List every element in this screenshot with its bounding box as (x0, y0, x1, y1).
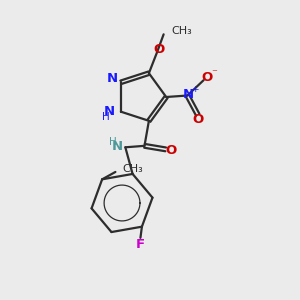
Text: H: H (109, 137, 117, 147)
Text: CH₃: CH₃ (122, 164, 142, 174)
Text: O: O (165, 144, 177, 157)
Text: O: O (153, 43, 164, 56)
Text: CH₃: CH₃ (171, 26, 192, 36)
Text: ⁻: ⁻ (211, 69, 217, 79)
Text: O: O (202, 71, 213, 84)
Text: O: O (192, 113, 203, 127)
Text: N: N (112, 140, 123, 153)
Text: H: H (102, 112, 110, 122)
Text: N: N (183, 88, 194, 101)
Text: N: N (103, 105, 114, 118)
Text: +: + (191, 85, 198, 94)
Text: F: F (136, 238, 145, 251)
Text: N: N (106, 72, 117, 85)
